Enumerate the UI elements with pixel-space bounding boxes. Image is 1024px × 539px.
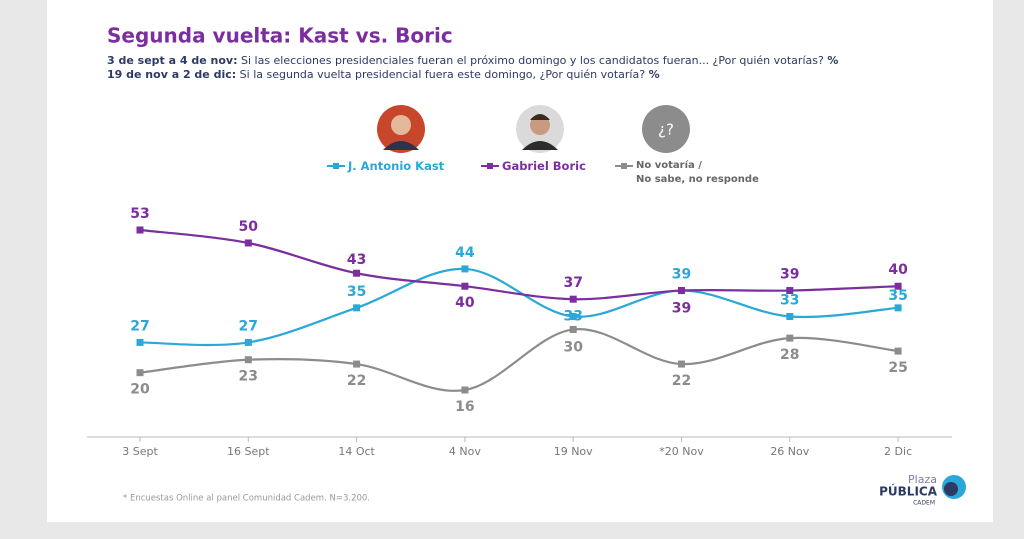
x-tick-label: 26 Nov [770,445,809,458]
point [894,304,902,312]
x-tick-label: 4 Nov [449,445,481,458]
card [47,0,993,522]
data-label: 39 [780,267,799,283]
point [569,295,577,303]
logo-main: PÚBLICA [879,484,938,499]
data-label: 16 [455,399,474,415]
point [461,265,469,273]
kast-photo [377,105,425,153]
legend-marker [621,163,627,169]
point [461,386,469,394]
point [353,269,361,277]
data-label: 39 [672,267,691,283]
point [136,369,144,377]
point [678,360,685,368]
legend-marker [487,163,493,169]
point [569,325,577,333]
point [786,334,794,342]
data-label: 22 [347,373,366,389]
unknown-icon-bg [642,105,690,153]
period: 3 de sept a 4 de nov: [107,54,238,67]
data-label: 25 [888,360,907,376]
point [244,356,252,364]
point [786,287,794,295]
point [569,312,577,320]
series-line [139,228,899,301]
subtitle-line: 19 de nov a 2 de dic: Si la segunda vuel… [107,68,660,81]
footnote: * Encuestas Online al panel Comunidad Ca… [123,494,370,504]
data-label: 20 [130,382,150,398]
data-label: 23 [239,369,258,385]
data-label: 35 [888,288,907,304]
point [461,282,469,290]
data-label: 33 [563,308,582,324]
logo-sub: CADEM [913,500,935,507]
legend-label: No votaría / No sabe, no responde [636,160,759,185]
x-tick-label: 2 Dic [884,445,912,458]
series-line [139,328,899,392]
legend-label: Gabriel Boric [502,159,586,173]
x-tick-label: 16 Sept [227,445,270,458]
point [894,347,902,355]
x-tick-label: 14 Oct [338,445,375,458]
data-label: 28 [780,347,799,363]
x-tick-label: 3 Sept [122,445,158,458]
data-label: 40 [455,295,475,311]
point [244,338,252,346]
series-line [139,267,899,347]
legend-marker [333,163,339,169]
data-label: 22 [672,373,691,389]
question: Si la segunda vuelta presidencial fuera … [239,68,646,81]
data-label: 30 [563,339,583,355]
boric-photo [516,105,564,153]
chart-title: Segunda vuelta: Kast vs. Boric [107,24,453,48]
point [786,312,794,320]
x-tick-label: 19 Nov [554,445,593,458]
period: 19 de nov a 2 de dic: [107,68,237,81]
data-label: 35 [347,284,366,300]
data-label: 37 [563,275,582,291]
logo-top: Plaza [908,473,937,486]
data-label: 40 [888,262,908,278]
point [244,239,252,247]
data-label: 33 [780,292,799,308]
data-label: 43 [347,252,366,268]
unknown-icon: ¿? [658,121,674,139]
question: Si las elecciones presidenciales fueran … [240,54,824,67]
data-label: 53 [130,206,149,222]
legend-label: J. Antonio Kast [348,159,445,173]
data-label: 39 [672,301,691,317]
unit: % [648,68,660,81]
x-tick-label: *20 Nov [659,445,704,458]
unit: % [827,54,839,67]
data-label: 27 [239,318,258,334]
logo: Plaza PÚBLICA CADEM [879,473,966,507]
subtitle-line: 3 de sept a 4 de nov: Si las elecciones … [107,54,838,67]
data-label: 50 [239,219,259,235]
data-label: 44 [455,245,475,261]
point [136,226,144,234]
point [353,304,361,312]
point [136,338,144,346]
point [353,360,361,368]
point [678,287,685,295]
data-label: 27 [130,318,149,334]
point [894,282,902,290]
